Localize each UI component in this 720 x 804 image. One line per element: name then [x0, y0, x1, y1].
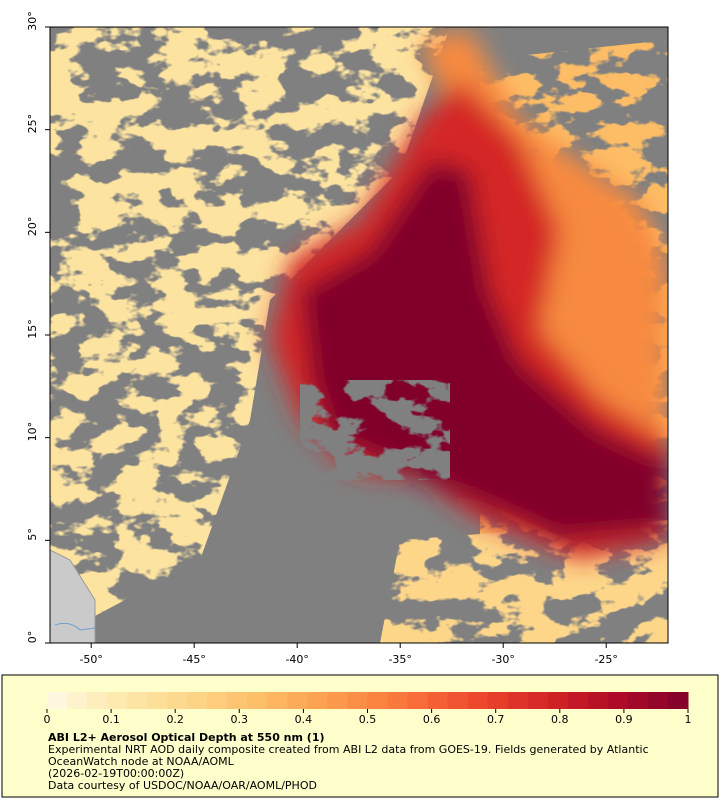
colorbar-segment — [487, 692, 509, 709]
colorbar-segment — [207, 692, 228, 709]
note-line: Experimental NRT AOD daily composite cre… — [48, 743, 649, 756]
x-tick-label: -40° — [285, 653, 308, 666]
y-tick-label: 20° — [26, 217, 39, 237]
colorbar-segment — [247, 692, 268, 709]
colorbar-segment — [627, 692, 649, 709]
legend-title: ABI L2+ Aerosol Optical Depth at 550 nm … — [48, 731, 325, 744]
colorbar-segment — [327, 692, 348, 709]
colorbar-segment — [527, 692, 549, 709]
x-tick-label: -45° — [182, 653, 205, 666]
colorbar-tick-label: 0.7 — [487, 713, 505, 726]
colorbar-segment — [427, 692, 449, 709]
x-tick-label: -50° — [79, 653, 102, 666]
colorbar-tick-label: 0.6 — [423, 713, 441, 726]
colorbar-segment — [127, 692, 148, 709]
note-line: Data courtesy of USDOC/NOAA/OAR/AOML/PHO… — [48, 779, 317, 792]
x-tick-label: -35° — [388, 653, 411, 666]
colorbar-segment — [307, 692, 328, 709]
colorbar-segment — [347, 692, 368, 709]
colorbar-segment — [507, 692, 529, 709]
land — [50, 549, 96, 643]
colorbar-segment — [107, 692, 128, 709]
map-field — [50, 27, 668, 643]
colorbar-segment — [287, 692, 308, 709]
colorbar-tick-label: 0.9 — [615, 713, 633, 726]
y-tick-label: 30° — [26, 11, 39, 31]
colorbar-segment — [407, 692, 429, 709]
colorbar-segment — [647, 692, 669, 709]
colorbar-tick-label: 0.5 — [359, 713, 377, 726]
river — [54, 622, 96, 631]
colorbar-tick-label: 0.3 — [231, 713, 249, 726]
colorbar-segment — [547, 692, 569, 709]
y-tick-label: 10° — [26, 422, 39, 442]
colorbar-segment — [567, 692, 589, 709]
colorbar-tick-label: 0.2 — [166, 713, 184, 726]
note-line: OceanWatch node at NOAA/AOML — [48, 755, 235, 768]
y-tick-label: 0° — [26, 631, 39, 644]
colorbar-tick-label: 0.1 — [102, 713, 120, 726]
colorbar-tick-label: 1 — [685, 713, 692, 726]
colorbar-segment — [267, 692, 288, 709]
colorbar-segment — [47, 692, 68, 709]
colorbar-tick-label: 0.8 — [551, 713, 569, 726]
x-tick-label: -25° — [594, 653, 617, 666]
colorbar-segment — [87, 692, 108, 709]
colorbar-segment — [467, 692, 489, 709]
colorbar-segment — [587, 692, 609, 709]
colorbar-segment — [67, 692, 88, 709]
note-line: (2026-02-19T00:00:00Z) — [48, 767, 184, 780]
y-tick-label: 15° — [26, 319, 39, 339]
colorbar-segment — [387, 692, 409, 709]
colorbar-segment — [167, 692, 188, 709]
x-tick-label: -30° — [491, 653, 514, 666]
aod-clear-patches — [300, 380, 450, 480]
colorbar-segment — [227, 692, 248, 709]
colorbar-segment — [367, 692, 389, 709]
colorbar-tick-label: 0 — [44, 713, 51, 726]
colorbar-segment — [447, 692, 469, 709]
colorbar-segment — [187, 692, 208, 709]
y-tick-label: 25° — [26, 114, 39, 134]
colorbar-segment — [607, 692, 629, 709]
colorbar-segment — [667, 692, 689, 709]
colorbar-tick-label: 0.4 — [295, 713, 313, 726]
colorbar-segment — [147, 692, 168, 709]
y-tick-label: 5° — [26, 528, 39, 541]
